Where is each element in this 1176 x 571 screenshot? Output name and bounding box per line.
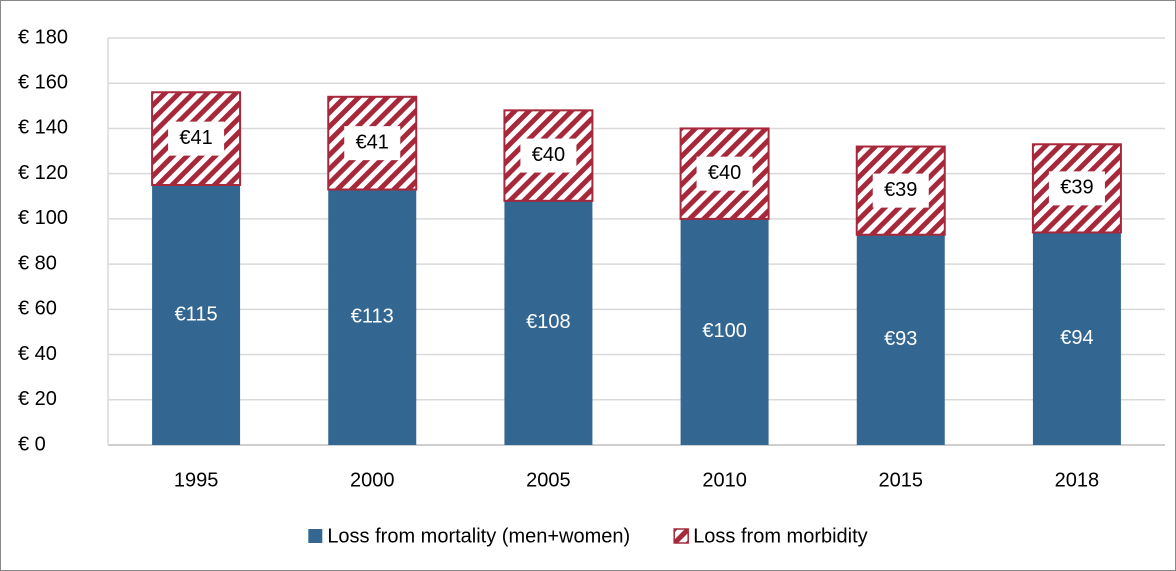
bar-segment	[328, 189, 417, 445]
x-tick-label: 2018	[1055, 469, 1100, 491]
value-label: €41	[356, 131, 389, 153]
value-label: €40	[532, 144, 565, 166]
bar-segment	[680, 218, 769, 445]
label-box	[344, 126, 401, 161]
bar-segment	[504, 200, 593, 445]
legend: Loss from mortality (men+women) Loss from…	[308, 525, 868, 547]
legend-swatch	[673, 528, 689, 544]
y-tick-label: € 120	[18, 162, 68, 184]
x-tick-label: 1995	[174, 469, 219, 491]
value-label: €93	[884, 328, 917, 350]
label-box	[872, 173, 929, 208]
value-label: €115	[175, 303, 218, 325]
label-box	[696, 156, 753, 191]
value-label: €40	[708, 162, 741, 184]
value-label: €39	[884, 179, 917, 201]
value-label: €108	[526, 311, 571, 333]
y-tick-label: € 0	[18, 433, 46, 455]
bar-segment	[856, 234, 945, 445]
bar-segment	[152, 184, 241, 445]
x-tick-label: 2015	[879, 469, 924, 491]
y-tick-label: € 160	[18, 72, 68, 94]
x-tick-label: 2010	[702, 469, 747, 491]
y-tick-label: € 180	[18, 26, 68, 48]
label-box	[168, 121, 225, 156]
y-tick-label: € 40	[18, 343, 57, 365]
legend-swatch	[308, 529, 323, 543]
y-tick-label: € 140	[18, 117, 68, 139]
bar-segment	[1032, 232, 1121, 445]
value-label: €100	[702, 320, 747, 342]
y-tick-label: € 60	[18, 298, 57, 320]
value-label: €94	[1060, 327, 1093, 349]
legend-label: Loss from mortality (men+women)	[327, 525, 630, 547]
label-box	[1048, 171, 1105, 206]
y-tick-label: € 20	[18, 388, 57, 410]
x-tick-label: 2000	[350, 469, 395, 491]
y-tick-label: € 100	[18, 207, 68, 229]
y-tick-label: € 80	[18, 252, 57, 274]
value-label: €39	[1060, 177, 1093, 199]
label-box	[520, 138, 577, 173]
value-label: €41	[179, 127, 212, 149]
legend-label: Loss from morbidity	[693, 525, 868, 547]
x-tick-label: 2005	[526, 469, 571, 491]
value-label: €113	[351, 306, 394, 328]
